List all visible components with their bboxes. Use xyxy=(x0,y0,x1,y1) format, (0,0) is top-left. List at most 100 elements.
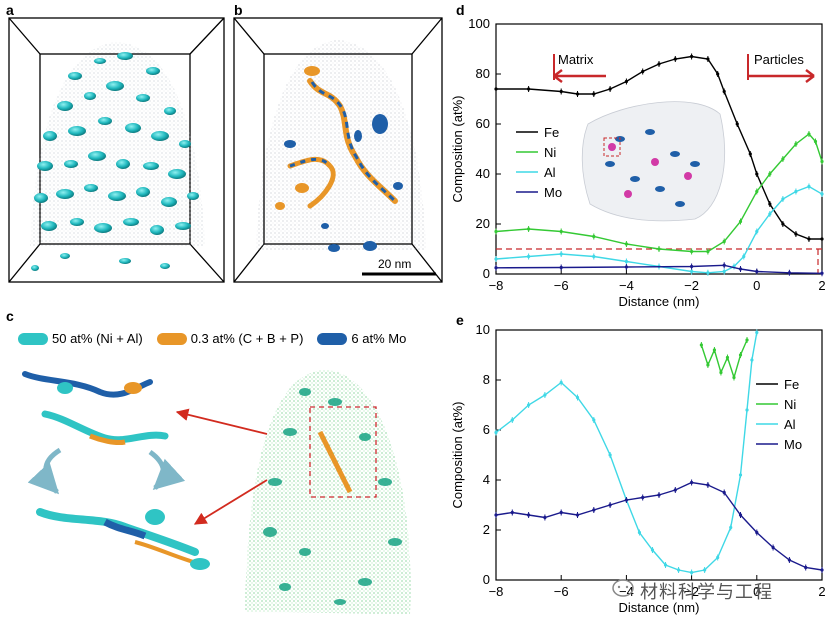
legend-item-mo: 6 at% Mo xyxy=(317,331,406,346)
data-point-mo xyxy=(820,271,824,275)
data-point-ni xyxy=(624,242,628,246)
data-point-al xyxy=(706,271,710,275)
annotation-particles-arrow xyxy=(748,69,815,83)
panel-label-d: d xyxy=(456,2,465,18)
data-point-al xyxy=(768,212,772,216)
atom-probe-render-a xyxy=(5,16,230,286)
segregation-features-b xyxy=(275,66,403,252)
tip-volume-c xyxy=(245,370,411,614)
plot-frame xyxy=(495,329,823,581)
wechat-logo-icon xyxy=(612,579,634,597)
swatch-orange xyxy=(156,332,187,345)
data-point-ni xyxy=(559,229,563,234)
zoomed-chain xyxy=(22,371,210,570)
annotation-matrix: Matrix xyxy=(558,52,594,67)
swatch-blue xyxy=(317,332,348,345)
x-tick-label: −8 xyxy=(489,278,504,293)
data-point-al xyxy=(690,269,694,274)
data-point-al xyxy=(494,257,498,261)
y-tick-label: 10 xyxy=(476,322,490,337)
data-point-ni xyxy=(768,172,772,176)
data-point-ni xyxy=(722,239,726,244)
data-point-mo xyxy=(771,545,775,550)
data-point-al xyxy=(729,525,733,530)
legend-label-al: Al xyxy=(544,165,556,180)
data-point-ni xyxy=(820,159,824,164)
inset-selection-box xyxy=(603,137,621,157)
data-point-al xyxy=(527,254,531,259)
legend-label-mo: Mo xyxy=(784,437,802,452)
y-tick-label: 8 xyxy=(483,372,490,387)
x-tick-label: −6 xyxy=(554,584,569,599)
data-point-ni xyxy=(706,363,710,367)
data-point-fe xyxy=(673,57,677,61)
data-point-fe xyxy=(559,89,563,94)
legend-text-cbp: 0.3 at% (C + B + P) xyxy=(190,331,304,346)
data-point-fe xyxy=(657,62,661,66)
legend-label-fe: Fe xyxy=(784,377,799,392)
data-point-al xyxy=(703,568,707,572)
inset-mo-cluster xyxy=(655,186,665,192)
inset-mo-cluster xyxy=(690,161,700,167)
x-tick-label: 0 xyxy=(753,584,760,599)
data-point-al xyxy=(807,184,811,189)
data-point-fe xyxy=(722,89,726,94)
data-point-ni xyxy=(738,219,743,224)
data-point-mo xyxy=(624,498,628,502)
data-point-al xyxy=(738,473,743,477)
data-point-al xyxy=(690,570,694,575)
x-axis-label: Distance (nm) xyxy=(619,294,700,309)
data-point-al xyxy=(722,269,726,274)
inset-tip-map xyxy=(581,101,726,222)
data-point-ni xyxy=(527,227,531,231)
swatch-cyan xyxy=(18,332,48,345)
data-point-al xyxy=(794,189,798,194)
data-point-al xyxy=(750,358,754,362)
data-point-al xyxy=(592,254,596,259)
y-tick-label: 80 xyxy=(476,66,490,81)
data-point-fe xyxy=(575,92,580,96)
data-point-al xyxy=(745,408,749,412)
data-point-mo xyxy=(559,265,563,270)
y-tick-label: 60 xyxy=(476,116,490,131)
x-tick-label: 0 xyxy=(753,278,760,293)
y-axis-label: Composition (at%) xyxy=(450,402,465,509)
data-point-ni xyxy=(690,249,694,254)
data-point-fe xyxy=(807,237,811,241)
data-point-al xyxy=(755,229,759,234)
data-point-mo xyxy=(592,508,596,512)
data-point-ni xyxy=(732,375,736,380)
data-point-al xyxy=(559,252,563,256)
data-point-mo xyxy=(510,510,514,515)
data-point-al xyxy=(510,418,514,422)
data-point-al xyxy=(494,430,498,435)
data-point-fe xyxy=(755,172,759,176)
data-point-ni xyxy=(807,132,811,136)
x-tick-label: −2 xyxy=(684,278,699,293)
y-tick-label: 0 xyxy=(483,266,490,281)
data-point-mo xyxy=(722,263,726,267)
data-point-al xyxy=(624,259,628,264)
y-tick-label: 2 xyxy=(483,522,490,537)
atom-probe-render-b: 20 nm xyxy=(230,16,446,286)
data-point-al xyxy=(527,403,531,407)
x-tick-label: −4 xyxy=(619,278,634,293)
data-point-ni xyxy=(706,249,710,254)
data-point-mo xyxy=(624,265,628,269)
legend-label-mo: Mo xyxy=(544,185,562,200)
series-line-fe xyxy=(496,55,822,240)
data-point-mo xyxy=(559,510,563,515)
data-point-fe xyxy=(624,79,628,84)
zoom-box xyxy=(309,406,377,498)
data-point-mo xyxy=(527,513,531,517)
inset-particle xyxy=(651,158,659,166)
data-point-al xyxy=(608,453,612,457)
plot-frame xyxy=(495,23,823,275)
data-point-fe xyxy=(794,232,798,236)
data-point-mo xyxy=(641,495,645,500)
data-point-al xyxy=(543,393,547,397)
tip-volume-b xyxy=(256,40,426,250)
data-point-fe xyxy=(641,69,645,74)
inset-particle xyxy=(624,190,632,198)
